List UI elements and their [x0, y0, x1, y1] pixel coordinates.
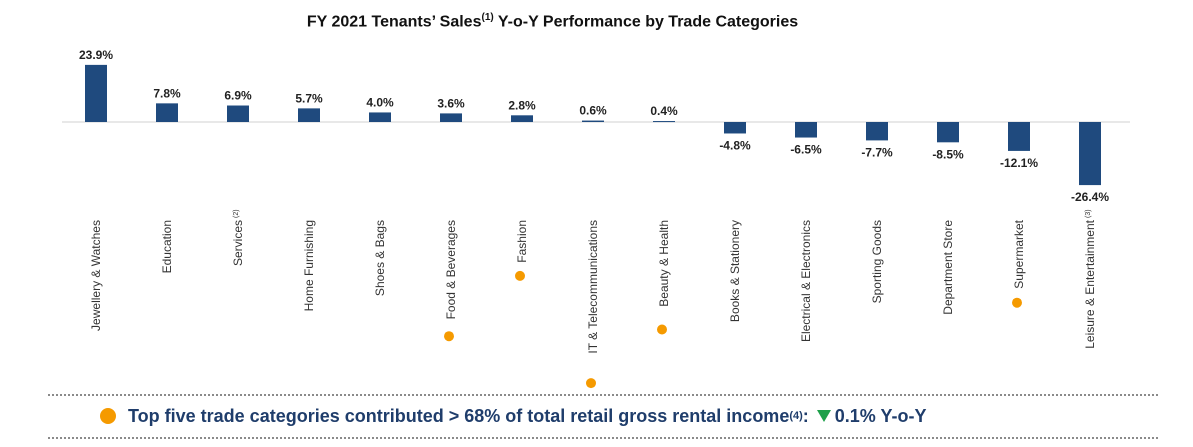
- category-label: Jewellery & Watches: [89, 220, 103, 331]
- category-label-group: Education: [160, 220, 174, 273]
- footer-colon: :: [802, 405, 809, 426]
- top-five-marker-icon: [444, 331, 454, 342]
- value-label: -7.7%: [861, 145, 893, 159]
- value-label: 3.6%: [437, 96, 465, 110]
- chart-title-footnote: (1): [481, 12, 494, 23]
- bar: [724, 122, 746, 134]
- category-label-group: Supermarket: [1012, 219, 1026, 288]
- value-label: -12.1%: [1000, 156, 1038, 170]
- value-label: 23.9%: [79, 48, 113, 62]
- bar: [582, 120, 604, 122]
- category-label-group: Electrical & Electronics: [799, 220, 813, 342]
- value-label: 5.7%: [295, 91, 323, 105]
- bar: [440, 113, 462, 122]
- bar: [227, 105, 249, 122]
- bar: [795, 122, 817, 138]
- value-label: 0.6%: [579, 104, 607, 118]
- footer-footnote: (4): [789, 410, 803, 422]
- value-label: 6.9%: [224, 89, 252, 103]
- value-label: 4.0%: [366, 95, 394, 109]
- category-label: Department Store: [941, 220, 955, 315]
- category-label-group: Jewellery & Watches: [89, 220, 103, 331]
- down-arrow-icon: [816, 410, 831, 422]
- value-label: -8.5%: [932, 147, 964, 161]
- category-label: Sporting Goods: [870, 220, 884, 303]
- category-label: Leisure & Entertainment: [1083, 219, 1097, 348]
- category-label-group: Sporting Goods: [870, 220, 884, 303]
- bar: [653, 121, 675, 123]
- chart-title: FY 2021 Tenants’ Sales(1) Y-o-Y Performa…: [0, 12, 1105, 31]
- footer-text: Top five trade categories contributed > …: [128, 405, 790, 426]
- footer-note: Top five trade categories contributed > …: [100, 404, 927, 428]
- category-footnote: (2): [233, 209, 240, 218]
- bar: [85, 64, 107, 122]
- category-label-group: Books & Stationery: [728, 220, 742, 322]
- category-label: Electrical & Electronics: [799, 220, 813, 342]
- value-label: 2.8%: [508, 98, 536, 112]
- divider-top: [48, 394, 1158, 396]
- value-label: -26.4%: [1071, 190, 1109, 204]
- category-label-group: Shoes & Bags: [373, 220, 387, 296]
- category-label-group: Beauty & Health: [657, 220, 671, 307]
- category-label: Food & Beverages: [444, 220, 458, 319]
- top-five-marker-icon: [100, 408, 116, 424]
- category-label-group: Department Store: [941, 220, 955, 315]
- top-five-marker-icon: [657, 324, 667, 335]
- category-label-group: Home Furnishing: [302, 220, 316, 311]
- value-label: -6.5%: [790, 143, 822, 157]
- category-label-group: IT & Telecommunications: [586, 220, 600, 354]
- category-label: Shoes & Bags: [373, 220, 387, 296]
- category-label: Services: [231, 220, 245, 266]
- top-five-marker-icon: [586, 378, 596, 389]
- bar: [1079, 122, 1101, 186]
- top-five-marker-icon: [515, 270, 525, 281]
- bar: [156, 103, 178, 122]
- top-five-marker-icon: [1012, 297, 1022, 308]
- category-label-group: Leisure & Entertainment(3): [1083, 209, 1097, 348]
- chart-title-text: FY 2021 Tenants’ Sales: [306, 13, 482, 31]
- category-label-group: Food & Beverages: [444, 220, 458, 319]
- divider-bottom: [48, 437, 1158, 439]
- category-label-group: Services (2): [231, 209, 245, 266]
- bar-chart: 23.9% Jewellery & Watches 7.8% Education 6.9…: [62, 48, 1130, 389]
- bar: [937, 122, 959, 143]
- bar: [511, 115, 533, 122]
- value-label: -4.8%: [719, 138, 751, 152]
- category-footnote: (3): [1085, 209, 1092, 218]
- footer-change: 0.1% Y-o-Y: [834, 405, 927, 426]
- value-label: 0.4%: [650, 104, 678, 118]
- value-label: 7.8%: [153, 86, 181, 100]
- category-label: Books & Stationery: [728, 220, 742, 322]
- bar: [866, 122, 888, 141]
- category-label: Fashion: [515, 220, 529, 263]
- category-label-group: Fashion: [515, 220, 529, 263]
- chart-title-rest: Y-o-Y Performance by Trade Categories: [493, 13, 799, 31]
- category-label: Beauty & Health: [657, 220, 671, 307]
- bar: [1008, 122, 1030, 151]
- category-label: Home Furnishing: [302, 220, 316, 311]
- category-label: Education: [160, 220, 174, 273]
- category-label: Supermarket: [1012, 219, 1026, 288]
- bar: [298, 108, 320, 122]
- category-label: IT & Telecommunications: [586, 220, 600, 354]
- bar: [369, 112, 391, 122]
